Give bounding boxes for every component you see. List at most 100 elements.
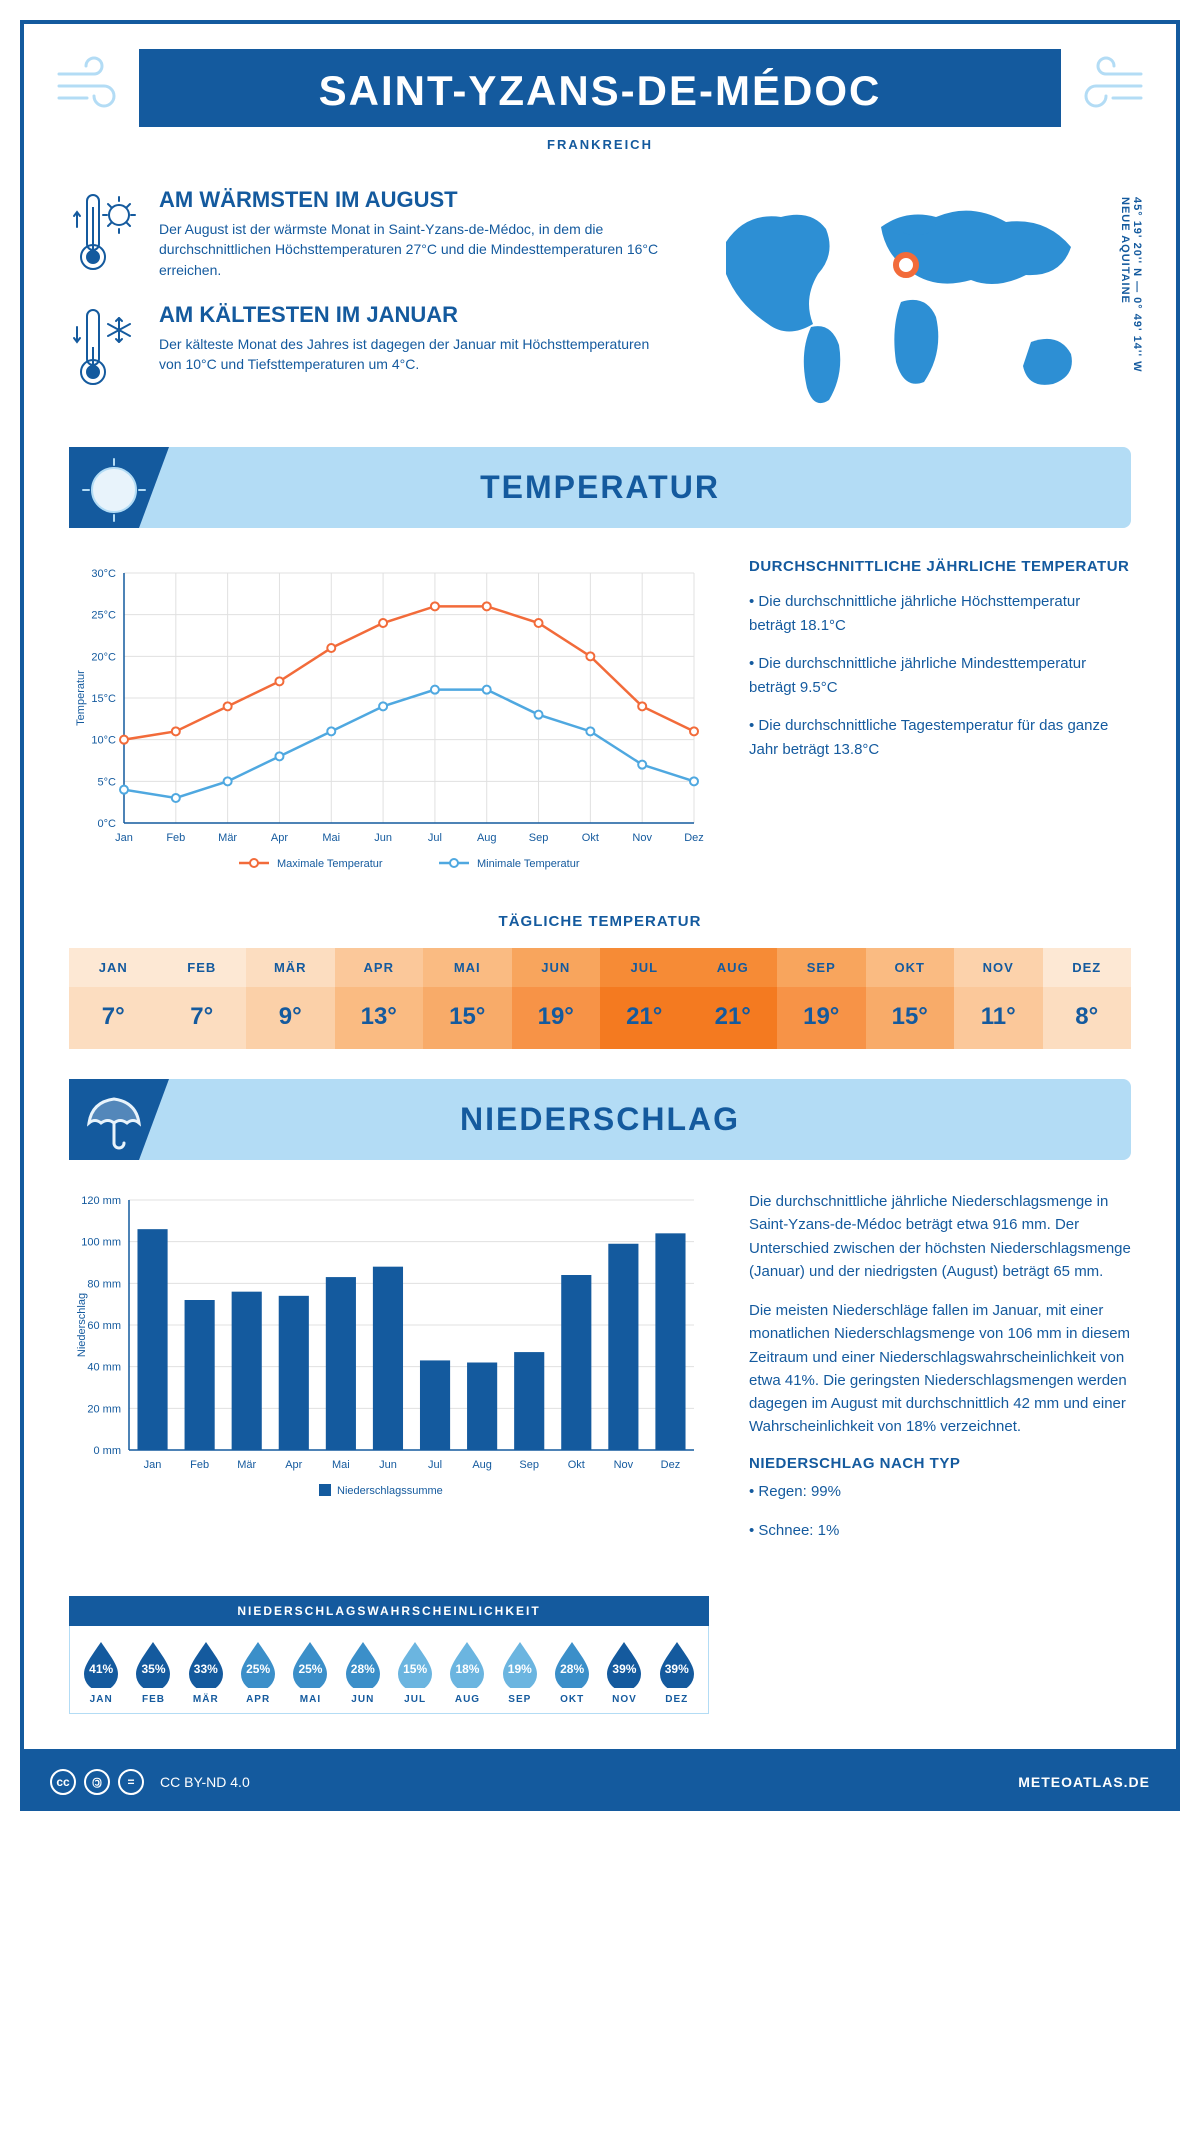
precipitation-title: NIEDERSCHLAG	[69, 1101, 1131, 1138]
svg-text:5°C: 5°C	[98, 776, 117, 788]
warmest-title: AM WÄRMSTEN IM AUGUST	[159, 187, 661, 213]
svg-text:Okt: Okt	[582, 832, 599, 844]
svg-text:Jun: Jun	[379, 1459, 397, 1471]
wind-icon	[1068, 54, 1146, 119]
svg-text:Sep: Sep	[529, 832, 549, 844]
by-icon: 🄯	[84, 1769, 110, 1795]
daily-cell: FEB7°	[158, 948, 247, 1049]
svg-text:Aug: Aug	[477, 832, 497, 844]
daily-cell: APR13°	[335, 948, 424, 1049]
svg-text:Nov: Nov	[632, 832, 652, 844]
daily-temp-table: JAN7°FEB7°MÄR9°APR13°MAI15°JUN19°JUL21°A…	[69, 948, 1131, 1049]
license-text: CC BY-ND 4.0	[160, 1774, 250, 1790]
svg-text:Jul: Jul	[428, 1459, 442, 1471]
title-band: SAINT-YZANS-DE-MÉDOC	[139, 49, 1061, 127]
daily-cell: JAN7°	[69, 948, 158, 1049]
svg-text:Jul: Jul	[428, 832, 442, 844]
svg-text:Jan: Jan	[115, 832, 133, 844]
avg-temp-title: DURCHSCHNITTLICHE JÄHRLICHE TEMPERATUR	[749, 558, 1131, 575]
prob-cell: 28%JUN	[338, 1638, 388, 1705]
svg-text:Mai: Mai	[332, 1459, 350, 1471]
temperature-section-header: TEMPERATUR	[69, 447, 1131, 528]
svg-text:Mai: Mai	[322, 832, 340, 844]
svg-text:80 mm: 80 mm	[87, 1278, 121, 1290]
svg-text:Niederschlagssumme: Niederschlagssumme	[337, 1485, 443, 1497]
svg-text:Mär: Mär	[218, 832, 237, 844]
coords-lat: 45° 19' 20'' N — 0° 49' 14'' W	[1131, 197, 1143, 373]
cc-icon: cc	[50, 1769, 76, 1795]
svg-text:0 mm: 0 mm	[94, 1445, 122, 1457]
prob-cell: 33%MÄR	[181, 1638, 231, 1705]
site-name: METEOATLAS.DE	[1018, 1774, 1150, 1790]
precipitation-probability: NIEDERSCHLAGSWAHRSCHEINLICHKEIT 41%JAN35…	[69, 1596, 709, 1714]
thermometer-sun-icon	[69, 187, 141, 282]
svg-text:Temperatur: Temperatur	[75, 670, 87, 726]
daily-cell: JUL21°	[600, 948, 689, 1049]
header: SAINT-YZANS-DE-MÉDOC FRANKREICH	[24, 24, 1176, 167]
svg-text:60 mm: 60 mm	[87, 1320, 121, 1332]
footer: cc 🄯 = CC BY-ND 4.0 METEOATLAS.DE	[20, 1753, 1180, 1811]
svg-text:Feb: Feb	[190, 1459, 209, 1471]
page-title: SAINT-YZANS-DE-MÉDOC	[139, 67, 1061, 115]
daily-cell: SEP19°	[777, 948, 866, 1049]
svg-text:Okt: Okt	[568, 1459, 585, 1471]
precipitation-section-header: NIEDERSCHLAG	[69, 1079, 1131, 1160]
prob-title: NIEDERSCHLAGSWAHRSCHEINLICHKEIT	[69, 1596, 709, 1626]
daily-cell: MAI15°	[423, 948, 512, 1049]
prob-cell: 25%APR	[233, 1638, 283, 1705]
svg-text:Apr: Apr	[271, 832, 288, 844]
daily-cell: DEZ8°	[1043, 948, 1132, 1049]
svg-text:Niederschlag: Niederschlag	[76, 1293, 88, 1357]
svg-text:10°C: 10°C	[91, 735, 116, 747]
avg-temp-p2: • Die durchschnittliche jährliche Mindes…	[749, 652, 1131, 700]
precip-type2: • Schnee: 1%	[749, 1519, 1131, 1542]
svg-text:Nov: Nov	[614, 1459, 634, 1471]
svg-text:20 mm: 20 mm	[87, 1403, 121, 1415]
svg-text:Apr: Apr	[285, 1459, 302, 1471]
nd-icon: =	[118, 1769, 144, 1795]
warmest-text: Der August ist der wärmste Monat in Sain…	[159, 219, 661, 280]
daily-cell: JUN19°	[512, 948, 601, 1049]
precip-p2: Die meisten Niederschläge fallen im Janu…	[749, 1299, 1131, 1439]
svg-text:30°C: 30°C	[91, 568, 116, 580]
prob-cell: 19%SEP	[495, 1638, 545, 1705]
wind-icon	[54, 54, 132, 119]
daily-cell: NOV11°	[954, 948, 1043, 1049]
svg-text:Jan: Jan	[144, 1459, 162, 1471]
prob-cell: 39%DEZ	[652, 1638, 702, 1705]
svg-text:Dez: Dez	[661, 1459, 681, 1471]
prob-cell: 15%JUL	[390, 1638, 440, 1705]
svg-text:100 mm: 100 mm	[81, 1237, 121, 1249]
sun-icon	[69, 447, 169, 528]
country-subtitle: FRANKREICH	[54, 137, 1146, 152]
precip-type1: • Regen: 99%	[749, 1480, 1131, 1503]
coldest-fact: AM KÄLTESTEN IM JANUAR Der kälteste Mona…	[69, 302, 661, 397]
svg-text:25°C: 25°C	[91, 610, 116, 622]
svg-text:Maximale Temperatur: Maximale Temperatur	[277, 858, 383, 870]
precipitation-bar-chart: 0 mm20 mm40 mm60 mm80 mm100 mm120 mmJanF…	[69, 1190, 709, 1558]
prob-cell: 35%FEB	[128, 1638, 178, 1705]
temperature-title: TEMPERATUR	[69, 469, 1131, 506]
coldest-text: Der kälteste Monat des Jahres ist dagege…	[159, 334, 661, 375]
prob-cell: 25%MAI	[285, 1638, 335, 1705]
svg-text:15°C: 15°C	[91, 693, 116, 705]
svg-text:Dez: Dez	[684, 832, 704, 844]
warmest-fact: AM WÄRMSTEN IM AUGUST Der August ist der…	[69, 187, 661, 282]
svg-text:20°C: 20°C	[91, 651, 116, 663]
svg-text:Feb: Feb	[166, 832, 185, 844]
coords-region: NEUE AQUITAINE	[1119, 197, 1131, 304]
prob-cell: 41%JAN	[76, 1638, 126, 1705]
avg-temp-p3: • Die durchschnittliche Tagestemperatur …	[749, 714, 1131, 762]
svg-text:Mär: Mär	[237, 1459, 256, 1471]
daily-temp-title: TÄGLICHE TEMPERATUR	[24, 903, 1176, 948]
avg-temp-p1: • Die durchschnittliche jährliche Höchst…	[749, 590, 1131, 638]
svg-text:0°C: 0°C	[98, 818, 117, 830]
prob-cell: 28%OKT	[547, 1638, 597, 1705]
daily-cell: MÄR9°	[246, 948, 335, 1049]
svg-text:Jun: Jun	[374, 832, 392, 844]
world-map: 45° 19' 20'' N — 0° 49' 14'' WNEUE AQUIT…	[701, 187, 1131, 422]
svg-text:Aug: Aug	[472, 1459, 492, 1471]
thermometer-snow-icon	[69, 302, 141, 397]
svg-text:40 mm: 40 mm	[87, 1362, 121, 1374]
precip-type-title: NIEDERSCHLAG NACH TYP	[749, 1455, 1131, 1472]
